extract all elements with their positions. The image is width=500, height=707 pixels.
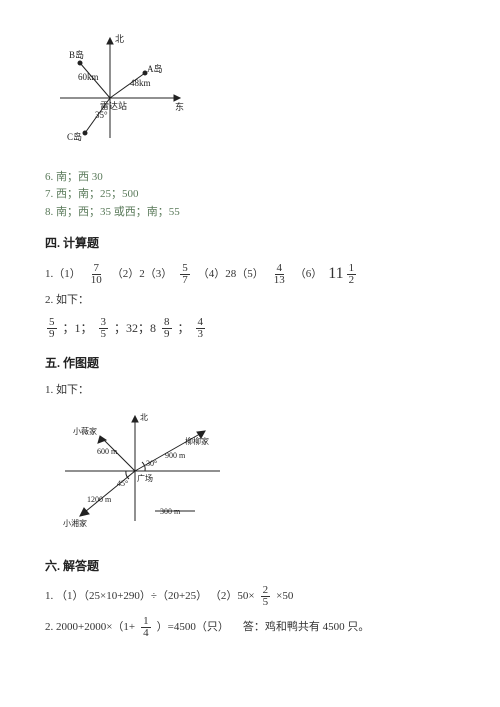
q2-label: 2. 如下： [45,292,455,309]
liuliu-label: 柳柳家 [185,436,209,446]
section-5-title: 五. 作图题 [45,354,455,372]
mixed-11-1-2: 11 12 [328,262,358,286]
frac-7-10: 710 [89,263,104,286]
center-label: 广场 [137,473,153,483]
xiaoxiang-label: 小湘家 [63,518,87,528]
line-8: 8. 南；西；35 或西；南；55 [45,204,455,221]
fraction-list: 59 ；1； 35 ；32；8 89 ； 43 [45,317,455,340]
a45-label: 45° [117,479,128,488]
a-island-label: A岛 [147,63,163,74]
q1-p4: （6） [295,266,323,283]
d60-label: 60km [78,72,99,82]
map-diagram: 北 小薇家 柳柳家 小湘家 广场 600 m 900 m 1200 m 300 … [45,406,455,542]
xiaowei-label: 小薇家 [73,426,97,436]
line-6: 6. 南；西 30 [45,169,455,186]
section-6-title: 六. 解答题 [45,557,455,575]
q1-p2: （2）2（3） [112,266,173,283]
d900-label: 900 m [165,451,186,460]
north2-label: 北 [140,413,148,422]
a35-label: 35° [95,110,108,120]
d600-label: 600 m [97,447,118,456]
frac-5-7: 57 [180,263,190,286]
a30-label: 30° [146,459,157,468]
q6-2: 2. 2000+2000×（1+ 14 ）=4500（只） 答：鸡和鸭共有 45… [45,616,455,639]
east-label: 东 [175,101,184,112]
d48-label: 48km [130,78,151,88]
north-label: 北 [115,34,124,44]
radar-diagram: 北 东 B岛 A岛 C岛 雷达站 60km 48km 35° [45,28,455,154]
q6-1: 1. （1）（25×10+290）÷（20+25） （2）50× 25 ×50 [45,585,455,608]
q5-label: 1. 如下： [45,382,455,399]
line-7: 7. 西；南；25；500 [45,186,455,203]
c-island-label: C岛 [67,131,82,142]
q1-answers: 1.（1） 710 （2）2（3） 57 （4）28（5） 413 （6） 11… [45,262,455,286]
section-4-title: 四. 计算题 [45,234,455,252]
q1-p3: （4）28（5） [198,266,264,283]
q1-p1: 1.（1） [45,266,81,283]
frac-4-13: 413 [272,263,287,286]
d1200-label: 1200 m [87,495,112,504]
b-island-label: B岛 [69,49,84,60]
